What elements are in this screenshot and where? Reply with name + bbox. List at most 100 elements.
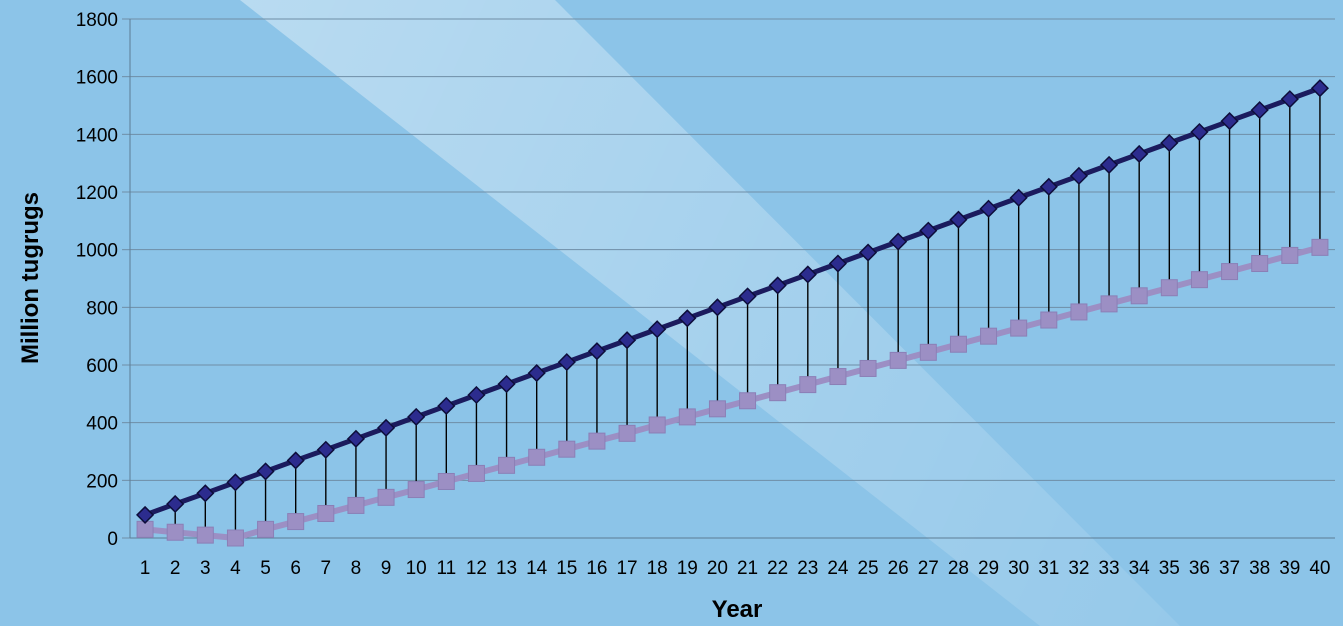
x-tick-label: 23 — [797, 558, 818, 579]
series-1-marker — [1220, 112, 1239, 131]
series-2-marker — [889, 351, 907, 369]
series-1-marker — [1190, 122, 1209, 142]
series-1-marker — [316, 440, 335, 459]
x-tick-label: 13 — [496, 558, 517, 579]
series-1-marker — [467, 385, 486, 405]
x-tick-label: 1 — [140, 558, 151, 579]
y-axis-title: Million tugrugs — [17, 192, 44, 364]
series-1-marker — [618, 331, 637, 350]
y-tick-label: 1600 — [76, 68, 118, 89]
x-tick-label: 18 — [647, 558, 668, 579]
series-1-marker — [1130, 144, 1149, 164]
series-1-marker — [557, 353, 576, 372]
series-1-marker — [1310, 79, 1329, 98]
x-tick-label: 30 — [1008, 558, 1029, 579]
series-1-marker — [166, 494, 185, 514]
series-1-marker — [738, 287, 757, 306]
series-1-marker — [377, 418, 396, 437]
x-tick-label: 36 — [1189, 558, 1210, 579]
x-tick-label: 40 — [1309, 558, 1330, 579]
series-1-marker — [497, 374, 516, 394]
y-tick-label: 400 — [86, 414, 118, 435]
x-tick-label: 5 — [260, 558, 271, 579]
x-tick-label: 10 — [406, 558, 427, 579]
series-2-marker — [980, 327, 998, 345]
x-tick-label: 8 — [351, 558, 362, 579]
series-1-marker — [828, 254, 847, 273]
series-2-marker — [1040, 311, 1058, 329]
series-2-marker — [588, 432, 606, 450]
x-tick-label: 37 — [1219, 558, 1240, 579]
series-1-marker — [196, 484, 215, 503]
series-1-marker — [286, 451, 305, 470]
y-tick-label: 600 — [86, 356, 118, 377]
series-2-marker — [347, 496, 365, 514]
series-2-marker — [1160, 279, 1178, 297]
x-tick-label: 28 — [948, 558, 969, 579]
x-tick-label: 22 — [767, 558, 788, 579]
x-tick-label: 14 — [526, 558, 548, 579]
series-1-marker — [527, 364, 546, 383]
series-1-marker — [1160, 133, 1179, 153]
x-tick-label: 4 — [230, 558, 241, 579]
y-tick-label: 1400 — [76, 125, 118, 146]
x-tick-label: 20 — [707, 558, 728, 579]
series-1-marker — [1250, 101, 1269, 120]
x-tick-label: 2 — [170, 558, 181, 579]
series-2-marker — [1311, 238, 1329, 256]
series-2-marker — [1010, 319, 1028, 337]
y-tick-label: 0 — [107, 529, 118, 550]
series-2-marker — [558, 440, 576, 458]
series-1-marker — [1009, 188, 1028, 207]
series-2-marker — [257, 520, 275, 538]
series-2-marker — [437, 472, 455, 490]
series-1-marker — [798, 265, 817, 284]
series-2-marker — [859, 359, 877, 377]
series-1-marker — [708, 298, 727, 317]
series-2-marker — [1251, 255, 1269, 273]
series-1-marker — [979, 199, 998, 218]
x-tick-label: 11 — [436, 558, 456, 579]
series-1-marker — [1280, 90, 1299, 109]
series-2-marker — [708, 400, 726, 418]
x-tick-label: 39 — [1279, 558, 1300, 579]
series-2-marker — [1281, 246, 1299, 264]
x-tick-label: 25 — [857, 558, 878, 579]
y-tick-label: 1000 — [76, 241, 118, 262]
series-1-marker — [1039, 177, 1058, 196]
x-tick-label: 24 — [827, 558, 849, 579]
x-tick-label: 35 — [1159, 558, 1180, 579]
x-tick-label: 21 — [737, 558, 758, 579]
series-1-marker — [768, 276, 787, 295]
series-1-marker — [256, 462, 275, 481]
series-1-marker — [226, 473, 245, 492]
series-2-marker — [528, 448, 546, 466]
series-1-marker — [859, 243, 878, 262]
series-2-marker — [317, 504, 335, 522]
x-tick-label: 32 — [1068, 558, 1089, 579]
series-1-marker — [346, 429, 365, 448]
x-tick-label: 34 — [1129, 558, 1151, 579]
series-1-marker — [889, 232, 908, 251]
series-2-marker — [1190, 271, 1208, 289]
x-tick-label: 29 — [978, 558, 999, 579]
y-tick-label: 1200 — [76, 183, 118, 204]
series-2-marker — [739, 392, 757, 410]
x-tick-label: 31 — [1038, 558, 1059, 579]
series-2-marker — [949, 335, 967, 353]
series-2-marker — [1221, 263, 1239, 281]
background-light-band — [240, 0, 1180, 626]
series-2-line — [144, 244, 1321, 541]
series-2-marker — [648, 416, 666, 434]
x-tick-label: 7 — [321, 558, 332, 579]
series-2-marker — [377, 488, 395, 506]
series-2-marker — [618, 424, 636, 442]
x-tick-label: 33 — [1098, 558, 1119, 579]
series-2-marker — [196, 526, 214, 544]
y-tick-label: 1800 — [76, 10, 118, 31]
series-2-marker — [799, 376, 817, 394]
series-1-line — [144, 85, 1321, 518]
series-1-marker — [437, 396, 456, 416]
